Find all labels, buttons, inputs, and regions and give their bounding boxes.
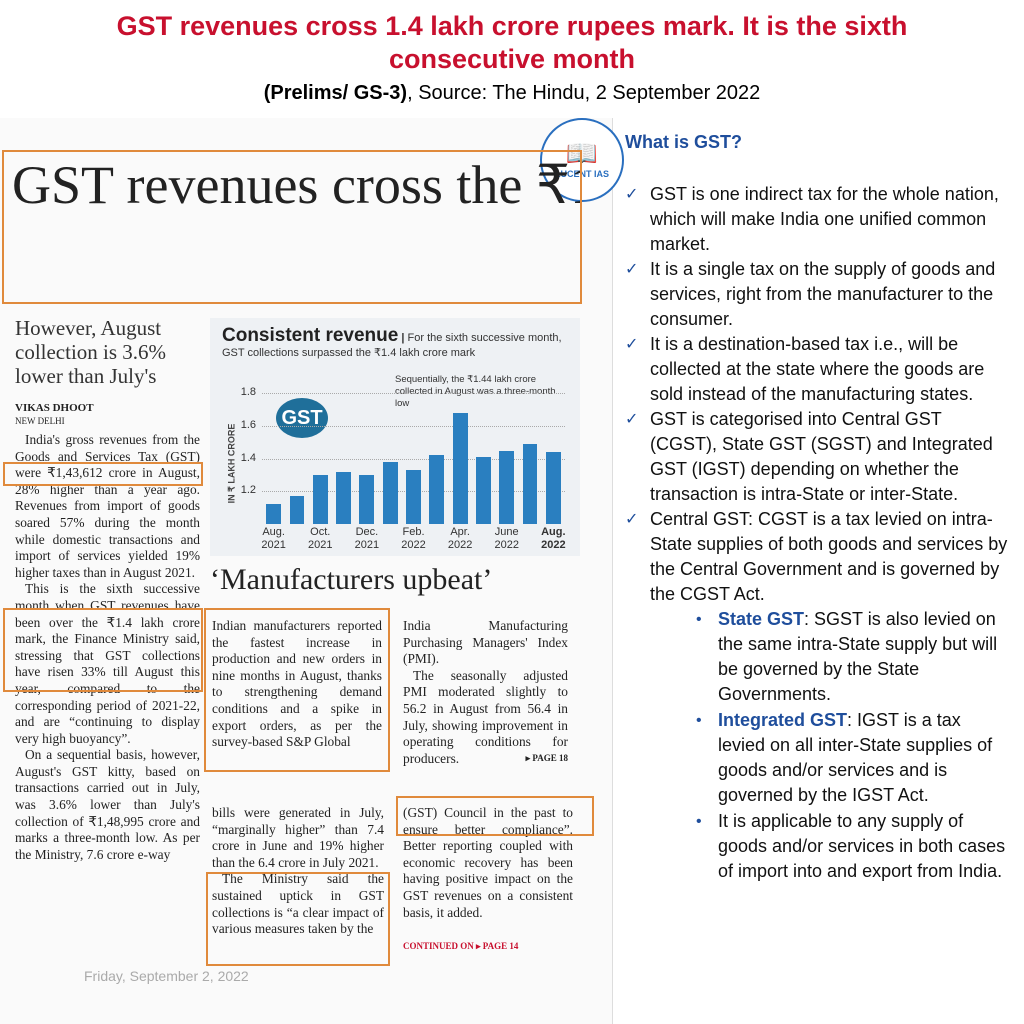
headline: GST revenues cross the ₹1.4 lakh cr. mar… (12, 155, 580, 215)
y-tick-label: 1.8 (240, 386, 256, 399)
x-tick-label: Feb. 2022 (401, 526, 426, 551)
bar (359, 475, 375, 524)
bar (336, 471, 352, 524)
bar (522, 443, 538, 524)
bar (312, 475, 328, 524)
explainer-title: What is GST? (625, 132, 742, 152)
bar (266, 504, 282, 524)
column-1: However, August collection is 3.6% lower… (15, 316, 200, 863)
column-3b: (GST) Council in the past to ensure bett… (403, 805, 573, 952)
term: State GST (718, 609, 805, 629)
sub-item: Integrated GST: IGST is a tax levied on … (696, 708, 1010, 808)
source: , Source: The Hindu, 2 September 2022 (407, 82, 761, 104)
gst-icon: GST (276, 398, 328, 438)
x-tick-label: Apr. 2022 (447, 526, 473, 551)
highlight-box (396, 796, 594, 836)
date: Friday, September 2, 2022 (84, 968, 249, 984)
y-tick-label: 1.2 (240, 484, 256, 497)
sub-text: It is applicable to any supply of goods … (718, 811, 1006, 881)
list: GST is one indirect tax for the whole na… (625, 182, 1010, 607)
paragraph: The Ministry said the sustained uptick i… (212, 871, 384, 937)
sub-text: : SGST is also levied on the same intra-… (718, 609, 998, 704)
bar (452, 412, 468, 524)
paragraph: This is the sixth successive month when … (15, 581, 200, 746)
chart-header: Consistent revenue | For the sixth succe… (222, 325, 562, 359)
column-3a: India Manufacturing Purchasing Managers'… (403, 618, 568, 766)
continued: CONTINUED ON ▸ PAGE 14 (403, 941, 519, 952)
x-tick-label: Oct. 2021 (308, 526, 333, 551)
paragraph: (GST) Council in the past to ensure bett… (403, 805, 573, 920)
logo: 📖 LUCENT IAS (540, 118, 624, 202)
sub-item: State GST: SGST is also levied on the sa… (696, 607, 1010, 707)
list-item: It is a single tax on the supply of good… (625, 257, 1010, 332)
bar (429, 455, 445, 524)
highlight-box (204, 608, 390, 772)
tag: (Prelims/ GS-3) (263, 82, 408, 104)
list-item: GST is categorised into Central GST (CGS… (625, 407, 1010, 507)
subhead: However, August collection is 3.6% lower… (15, 316, 167, 388)
chart-subtitle: For the sixth successive month, GST coll… (222, 332, 562, 359)
logo-text: LUCENT IAS (555, 169, 609, 179)
highlight-box (3, 608, 203, 692)
logo-icon: 📖 (565, 138, 599, 168)
grid-line (262, 393, 565, 395)
bar (406, 470, 421, 524)
annotation: Sequentially, the ₹1.44 lakh crore colle… (395, 374, 556, 409)
y-tick-label: 1.6 (240, 419, 256, 431)
x-tick-label: June 2022 (494, 526, 519, 551)
chart-title: Consistent revenue (222, 325, 399, 346)
x-tick-label: Aug. 2021 (261, 526, 286, 551)
paragraph: On a sequential basis, however, August's… (15, 747, 200, 862)
x-tick-label: Dec. 2021 (354, 526, 380, 551)
sub-list: State GST: SGST is also levied on the sa… (696, 607, 1010, 884)
paragraph: India Manufacturing Purchasing Managers'… (403, 618, 568, 667)
highlight-box (3, 462, 203, 486)
column-2b: bills were generated in July, “marginall… (212, 805, 384, 938)
bar (545, 452, 561, 524)
list-item: Central GST: CGST is a tax levied on int… (625, 507, 1010, 607)
list-item: It is a destination-based tax i.e., will… (625, 332, 1010, 407)
paragraph: The seasonally adjusted PMI moderated sl… (403, 667, 568, 766)
page-ref: ▸ PAGE 18 (525, 753, 568, 764)
x-tick-label: Aug. 2022 (541, 526, 566, 551)
bar (499, 450, 515, 524)
header: GST revenues cross 1.4 lakh crore rupees… (0, 10, 1024, 105)
grid-line (262, 458, 565, 460)
explainer: GST is one indirect tax for the whole na… (625, 182, 1010, 885)
title: GST revenues cross 1.4 lakh crore rupees… (116, 11, 908, 74)
dateline: NEW DELHI (15, 416, 65, 426)
byline: VIKAS DHOOT (15, 402, 94, 414)
bar (475, 457, 491, 524)
highlight-box (206, 872, 390, 966)
paragraph: Indian manufacturers reported the fastes… (212, 618, 382, 750)
grid-line (262, 426, 565, 427)
subtitle: (Prelims/ GS-3), Source: The Hindu, 2 Se… (0, 82, 1024, 105)
bar (382, 461, 398, 524)
y-tick-label: 1.4 (240, 451, 256, 464)
column-2a: Indian manufacturers reported the fastes… (212, 618, 382, 751)
term: Integrated GST (718, 710, 848, 730)
paragraph: India's gross revenues from the Goods an… (15, 432, 200, 580)
highlight-box (2, 150, 582, 304)
subheadline: ‘Manufacturers upbeat’ (210, 563, 493, 596)
chart: Consistent revenue | For the sixth succe… (210, 318, 580, 556)
paragraph: bills were generated in July, “marginall… (212, 805, 384, 870)
bar (289, 496, 305, 524)
list-item: GST is one indirect tax for the whole na… (625, 182, 1010, 257)
sub-text: : IGST is a tax levied on all inter-Stat… (718, 710, 993, 805)
sub-item: It is applicable to any supply of goods … (696, 809, 1010, 884)
